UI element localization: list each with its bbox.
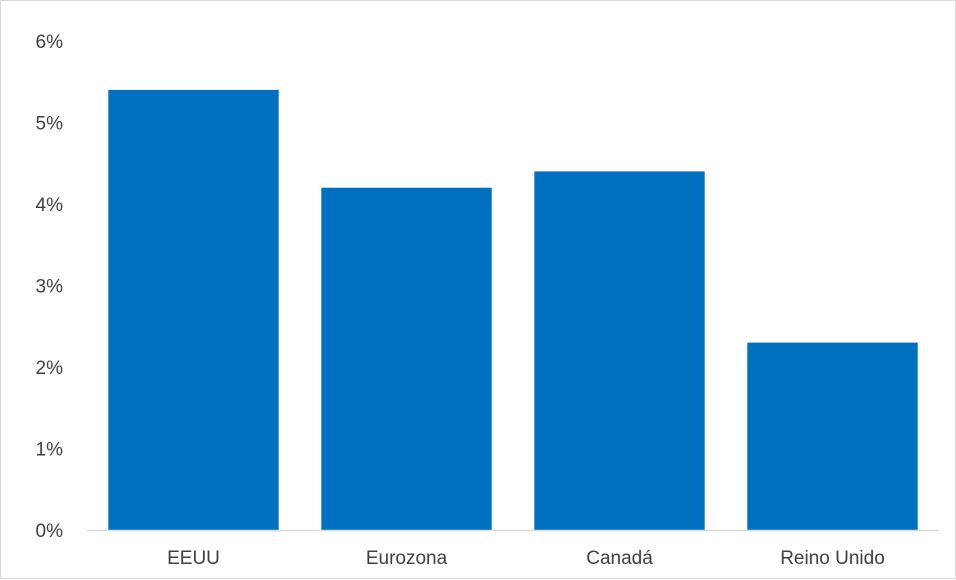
bars-group [108,89,918,531]
bar [108,89,279,531]
x-axis-ticks: EEUU Eurozona Canadá Reino Unido [167,548,885,569]
y-tick-label: 6% [36,32,64,53]
bar [534,171,705,530]
y-tick-label: 4% [36,195,64,216]
y-tick-label: 1% [36,440,64,461]
x-tick-label: EEUU [167,548,220,569]
y-tick-label: 5% [36,114,64,135]
x-tick-label: Reino Unido [780,548,885,569]
y-axis-ticks: 0% 1% 2% 3% 4% 5% 6% [36,32,64,542]
x-tick-label: Eurozona [366,548,448,569]
y-tick-label: 0% [36,521,64,542]
y-tick-label: 2% [36,358,64,379]
bar [747,342,918,530]
bar [321,187,492,530]
x-tick-label: Canadá [586,548,653,569]
y-tick-label: 3% [36,277,64,298]
